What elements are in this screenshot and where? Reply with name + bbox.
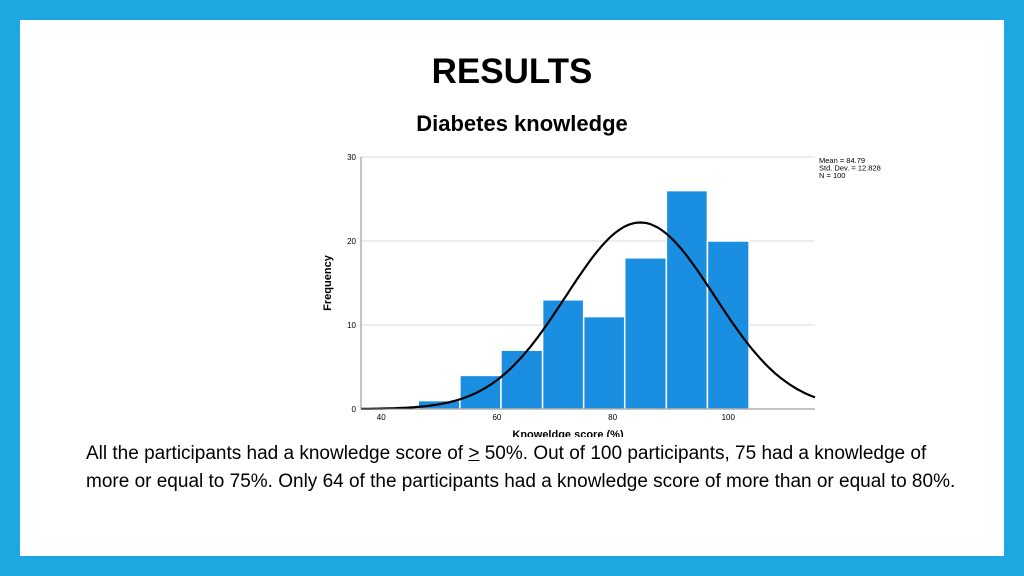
histogram-bar [665, 189, 709, 410]
histogram-bar [541, 299, 585, 410]
chart-title: Diabetes knowledge [416, 111, 628, 136]
stats-legend-line: Std. Dev. = 12.828 [819, 164, 881, 173]
y-tick-label: 30 [347, 153, 356, 162]
histogram-bar [582, 315, 626, 410]
histogram-chart: 0 10 20 30 40 60 80 100 Knoweldge score (%) Fre… [322, 153, 881, 437]
stats-legend-line: N = 100 [819, 171, 845, 180]
histogram-bar [706, 240, 750, 410]
histogram-bar [500, 349, 544, 410]
normal-curve [361, 221, 816, 410]
paragraph-text-after: 50%. Out of 100 participants, 75 had a k… [86, 443, 956, 492]
y-tick-label: 20 [347, 237, 356, 246]
x-axis-label: Knoweldge score (%) [512, 429, 624, 437]
results-paragraph: All the participants had a knowledge sco… [86, 440, 966, 496]
y-axis-label: Frequency [322, 254, 334, 311]
greater-equal-symbol: > [468, 443, 480, 464]
slide-title: RESULTS [431, 52, 593, 91]
y-tick-label: 10 [347, 321, 356, 330]
paragraph-text-before: All the participants had a knowledge sco… [86, 443, 469, 464]
x-tick-label: 100 [722, 413, 736, 422]
x-tick-label: 80 [608, 413, 617, 422]
histogram-bars [417, 189, 750, 410]
slide: RESULTS Diabetes knowledge 0 10 20 30 40 60 80… [20, 20, 1004, 556]
x-tick-label: 40 [377, 413, 386, 422]
y-tick-label: 0 [352, 405, 357, 414]
histogram-bar [623, 257, 668, 410]
tick-labels: 0 10 20 30 40 60 80 100 [347, 153, 735, 422]
stats-legend-line: Mean = 84.79 [819, 156, 865, 165]
x-tick-label: 60 [492, 413, 501, 422]
